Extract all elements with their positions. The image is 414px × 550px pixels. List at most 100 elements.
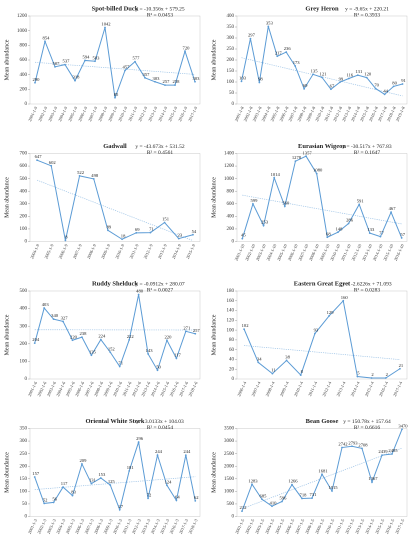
value-label: 38 xyxy=(285,354,290,359)
value-label: 340 xyxy=(51,313,59,318)
value-label: 257 xyxy=(193,328,201,333)
data-point xyxy=(356,375,359,378)
data-point xyxy=(251,483,253,486)
data-point xyxy=(241,237,244,240)
x-tick-label: 2012-1-8 xyxy=(332,106,343,122)
value-label: 89 xyxy=(107,224,112,229)
y-tick-label: 1000 xyxy=(224,489,235,494)
x-tick-label: 2016-1-10 xyxy=(393,243,405,261)
value-label: 1367 xyxy=(368,476,378,481)
value-label: 594 xyxy=(83,55,91,60)
data-point xyxy=(241,510,243,513)
data-point xyxy=(33,476,36,478)
data-point xyxy=(379,235,382,238)
value-label: 318 xyxy=(73,75,81,80)
value-label: 720 xyxy=(183,45,191,50)
x-tick-label: 2015-1-3 xyxy=(159,518,170,534)
data-point xyxy=(358,203,361,206)
data-point xyxy=(154,80,156,83)
x-tick-label: 2014-1-6 xyxy=(150,380,162,397)
y-tick-label: 800 xyxy=(227,189,235,194)
x-tick-label: 2010-1-6 xyxy=(112,380,124,397)
x-tick-label: 2014-1-9 xyxy=(171,243,182,259)
value-label: 591 xyxy=(357,198,365,203)
data-point xyxy=(401,83,404,85)
data-point xyxy=(43,502,46,505)
value-label: 52 xyxy=(43,497,48,502)
data-point xyxy=(271,372,274,375)
y-axis-label: Mean abundance xyxy=(4,177,10,218)
x-tick-label: 2015-1-9 xyxy=(167,106,178,122)
x-tick-label: 2004-1-8 xyxy=(260,106,271,122)
value-label: 153 xyxy=(98,472,106,477)
x-tick-label: 2012-1-5 xyxy=(344,518,355,534)
data-point xyxy=(147,497,149,500)
data-point xyxy=(62,320,64,323)
data-point xyxy=(273,176,276,179)
trend-equation: y = 150.78x + 157.64 xyxy=(343,419,391,425)
x-tick-label: 2015-1-4 xyxy=(364,380,376,397)
data-line xyxy=(36,159,194,241)
value-label: 98 xyxy=(258,77,263,82)
data-point xyxy=(174,84,176,86)
chart-panel: 0 100 200 300 400 500 2001-1-62002-1-62003-1-6… xyxy=(4,280,200,397)
y-axis-label: Mean abundance xyxy=(4,314,10,355)
y-tick-label: 160 xyxy=(227,299,235,304)
x-tick-label: 2019-1-8 xyxy=(395,106,406,122)
data-point xyxy=(114,96,116,99)
x-tick-label: 2002-1-8 xyxy=(243,106,254,122)
data-point xyxy=(64,239,67,242)
y-tick-label: 600 xyxy=(20,58,28,63)
data-point xyxy=(52,501,55,504)
y-tick-label: 120 xyxy=(227,318,235,323)
data-point xyxy=(384,377,387,379)
value-label: 152 xyxy=(108,346,116,351)
data-point xyxy=(374,87,377,90)
y-tick-label: 350 xyxy=(227,25,235,30)
data-point xyxy=(78,174,81,177)
data-point xyxy=(347,77,350,80)
data-point xyxy=(135,231,138,234)
y-tick-label: 1200 xyxy=(224,164,235,169)
value-label: 303 xyxy=(153,76,161,81)
y-tick-label: 0 xyxy=(25,377,28,382)
value-label: 1681 xyxy=(318,468,328,473)
y-tick-label: 400 xyxy=(227,14,235,19)
x-tick-label: 2010-1-4 xyxy=(293,380,305,397)
chart-title: Spot-billed Duck xyxy=(92,5,139,12)
data-point xyxy=(262,224,265,227)
data-point xyxy=(271,505,273,508)
data-point xyxy=(301,497,303,500)
data-point xyxy=(118,508,121,511)
value-label: 2793 xyxy=(348,440,358,445)
x-tick-label: 2006-1-6 xyxy=(74,380,86,397)
x-tick-label: 2015-1-5 xyxy=(374,518,385,534)
value-label: 209 xyxy=(79,458,87,463)
chart-panel: 0 500 1000 1500 2000 2500 3000 3500 2001-1-52002… xyxy=(211,418,408,535)
y-tick-label: 350 xyxy=(20,427,28,432)
value-label: 56 xyxy=(52,496,57,501)
data-point xyxy=(252,202,254,205)
data-point xyxy=(164,84,166,87)
trend-equation: y = 3.0133x + 104.03 xyxy=(136,419,184,425)
value-label: 11 xyxy=(271,368,276,373)
x-tick-label: 2001-1-5 xyxy=(234,518,245,534)
y-tick-label: 200 xyxy=(227,227,235,232)
x-tick-label: 2001-1-6 xyxy=(27,380,39,397)
value-label: 1278 xyxy=(292,155,302,160)
value-label: 2742 xyxy=(338,442,348,447)
value-label: 83 xyxy=(71,490,76,495)
x-tick-label: 2013-1-9 xyxy=(157,243,168,259)
x-tick-label: 2016-1-8 xyxy=(368,106,379,122)
data-point xyxy=(177,237,180,240)
value-label: 854 xyxy=(43,35,51,40)
data-point xyxy=(175,357,178,360)
value-label: 1266 xyxy=(288,479,298,484)
y-tick-label: 200 xyxy=(227,58,235,63)
x-tick-label: 2016-1-4 xyxy=(378,380,390,397)
value-label: 253 xyxy=(261,220,269,225)
value-label: 69 xyxy=(303,83,308,88)
x-tick-label: 2001-1-9 xyxy=(27,106,38,122)
x-tick-label: 2006-1-5 xyxy=(284,518,295,534)
x-tick-label: 2012-1-6 xyxy=(131,380,143,397)
